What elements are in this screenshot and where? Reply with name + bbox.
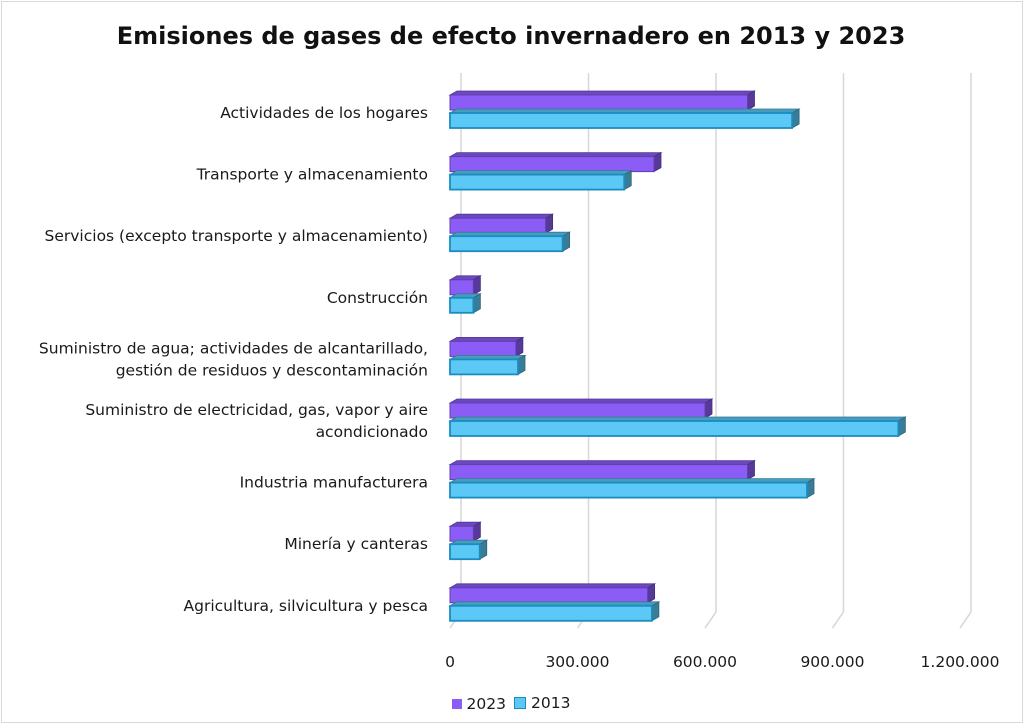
bar-front-face bbox=[449, 358, 519, 376]
bar-front-face bbox=[449, 587, 649, 604]
bar-2013 bbox=[448, 293, 482, 314]
bar-2013 bbox=[448, 477, 816, 499]
bar-front-face bbox=[449, 173, 626, 191]
category-label: Construcción bbox=[327, 289, 428, 307]
category-label: Transporte y almacenamiento bbox=[196, 166, 428, 184]
bar-2023 bbox=[448, 275, 482, 296]
bar-2013 bbox=[448, 169, 633, 191]
bar-front-face bbox=[449, 481, 808, 499]
bar-front-face bbox=[449, 279, 474, 296]
legend-swatch bbox=[514, 697, 526, 709]
bar-2023 bbox=[448, 213, 555, 234]
bar-front-face bbox=[449, 112, 794, 129]
gridline-floor bbox=[704, 611, 717, 629]
x-tick-label: 900.000 bbox=[800, 653, 864, 671]
bar-front-face bbox=[449, 296, 475, 314]
bar-2013 bbox=[448, 601, 661, 622]
bar-2013 bbox=[448, 231, 572, 253]
x-tick-label: 0 bbox=[445, 653, 455, 671]
bar-front-face bbox=[449, 525, 474, 542]
bar-front-face bbox=[449, 464, 748, 481]
bar-2023 bbox=[448, 459, 757, 481]
category-label: Agricultura, silvicultura y pesca bbox=[184, 597, 429, 615]
bar-2013 bbox=[448, 108, 801, 129]
category-label: Suministro de agua; actividades de alcan… bbox=[39, 339, 428, 379]
category-label: Industria manufacturera bbox=[240, 474, 428, 492]
bar-top-face bbox=[448, 583, 657, 589]
legend-swatch bbox=[451, 699, 462, 709]
legend-item-2013: 2013 bbox=[514, 694, 570, 712]
bar-front-face bbox=[449, 604, 653, 622]
bar-2013 bbox=[448, 539, 489, 561]
x-tick-label: 300.000 bbox=[545, 653, 609, 671]
bar-front-face bbox=[449, 420, 900, 437]
x-tick-label: 600.000 bbox=[673, 653, 737, 671]
bar-top-face bbox=[448, 213, 555, 219]
legend-label: 2023 bbox=[466, 695, 506, 713]
bar-front-face bbox=[449, 235, 564, 253]
bar-2013 bbox=[448, 416, 907, 437]
bar-top-face bbox=[448, 460, 757, 466]
grid-lines: 0 300.000 600.000 900.000 1.200.000 bbox=[445, 73, 999, 671]
bar-2023 bbox=[448, 151, 663, 173]
bar-top-face bbox=[448, 336, 525, 342]
bar-2023 bbox=[448, 521, 482, 542]
bar-front-face bbox=[449, 217, 547, 234]
gridline-floor bbox=[831, 611, 845, 629]
bar-2023 bbox=[448, 336, 525, 358]
category-label: Actividades de los hogares bbox=[220, 104, 428, 122]
bar-front-face bbox=[449, 94, 748, 111]
chart-title: Emisiones de gases de efecto invernadero… bbox=[116, 22, 906, 50]
bar-top-face bbox=[448, 152, 663, 158]
legend-label: 2013 bbox=[531, 694, 571, 712]
legend-item-2023: 2023 bbox=[451, 695, 506, 713]
bar-2023 bbox=[448, 398, 714, 419]
gridline-floor bbox=[959, 611, 972, 629]
category-label: Servicios (excepto transporte y almacena… bbox=[45, 227, 428, 245]
bar-front-face bbox=[449, 402, 706, 419]
bar-front-face bbox=[449, 156, 655, 173]
category-label: Minería y canteras bbox=[284, 535, 428, 553]
bar-front-face bbox=[449, 340, 517, 357]
bar-2023 bbox=[448, 583, 657, 604]
chart-plot: 0 300.000 600.000 900.000 1.200.000 Actividad… bbox=[39, 73, 999, 671]
x-tick-label: 1.200.000 bbox=[921, 653, 1000, 671]
bar-front-face bbox=[449, 543, 481, 561]
bar-2013 bbox=[448, 354, 527, 376]
bar-top-face bbox=[448, 90, 757, 96]
chart-legend: 2023 2013 bbox=[0, 694, 1022, 713]
category-label: Suministro de electricidad, gas, vapor y… bbox=[85, 401, 428, 441]
bar-top-face bbox=[448, 398, 714, 404]
bar-2023 bbox=[448, 90, 757, 111]
